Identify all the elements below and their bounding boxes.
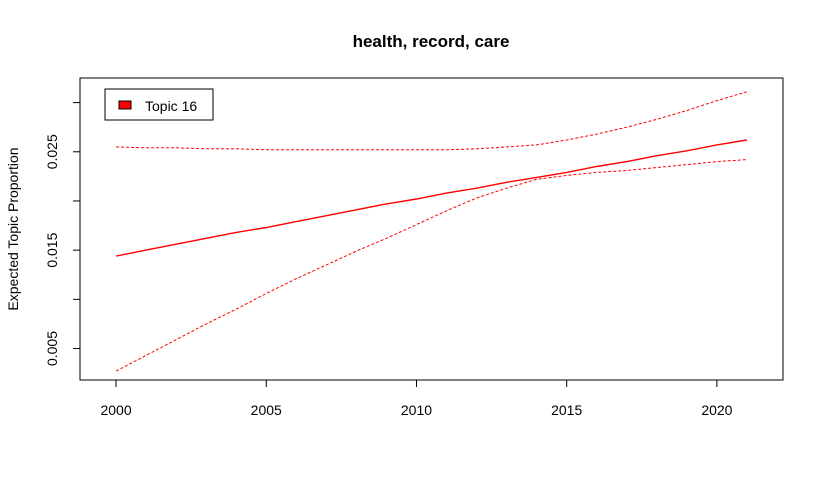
plot-frame: [79, 77, 784, 381]
legend-label: Topic 16: [145, 98, 197, 114]
y-tick-label: 0.015: [44, 232, 60, 267]
chart-title: health, record, care: [353, 32, 510, 51]
x-tick-label: 2000: [100, 402, 131, 418]
y-axis-label: Expected Topic Proportion: [5, 147, 21, 310]
x-tick-label: 2015: [551, 402, 582, 418]
legend-box: [104, 88, 214, 121]
legend: Topic 16: [104, 88, 214, 121]
x-axis: 2000 2005 2010 2015 2020: [100, 379, 733, 418]
x-tick-label: 2020: [701, 402, 732, 418]
series-line-upper: [116, 91, 748, 151]
series-line-estimate: [115, 139, 748, 257]
y-tick-label: 0.005: [44, 331, 60, 366]
legend-swatch: [118, 100, 132, 110]
x-tick-label: 2005: [251, 402, 282, 418]
y-axis: 0.005 0.015 0.025: [44, 102, 81, 366]
series-layer: [115, 91, 748, 372]
y-tick-label: 0.025: [44, 134, 60, 169]
x-tick-label: 2010: [401, 402, 432, 418]
series-line-lower: [115, 159, 747, 372]
